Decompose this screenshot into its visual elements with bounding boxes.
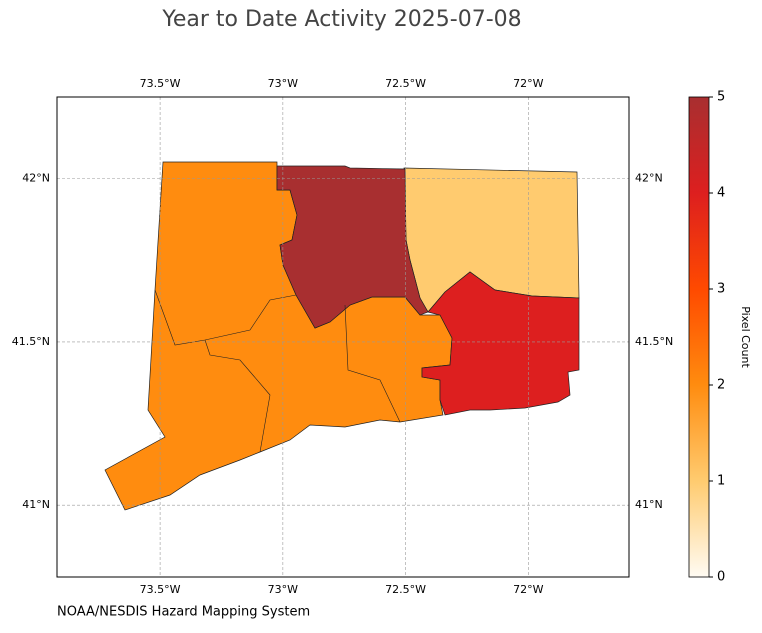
y-tick-label-right: 41.5°N xyxy=(635,335,673,348)
colorbar-tick-label: 4 xyxy=(717,186,725,201)
colorbar-tick-label: 0 xyxy=(717,570,725,585)
x-tick-label-top: 73.5°W xyxy=(140,77,181,90)
x-tick-label-bottom: 73.5°W xyxy=(140,583,181,596)
colorbar-label: Pixel Count xyxy=(739,306,752,368)
x-tick-label-bottom: 73°W xyxy=(268,583,298,596)
y-tick-label-left: 42°N xyxy=(22,172,50,185)
grid: 73.5°W 73.5°W 73°W 73°W 72.5°W 72.5°W 72°W 72°W… xyxy=(12,77,673,596)
title: Year to Date Activity 2025-07-08 xyxy=(161,7,521,32)
x-tick-label-bottom: 72°W xyxy=(513,583,543,596)
colorbar-tick-label: 2 xyxy=(717,378,725,393)
y-tick-label-left: 41.5°N xyxy=(12,335,50,348)
y-tick-label-right: 42°N xyxy=(635,172,663,185)
regions xyxy=(104,161,580,511)
x-tick-label-top: 72°W xyxy=(513,77,543,90)
x-tick-label-top: 72.5°W xyxy=(385,77,426,90)
y-tick-label-right: 41°N xyxy=(635,498,663,511)
colorbar-tick-label: 1 xyxy=(717,474,725,489)
credit: NOAA/NESDIS Hazard Mapping System xyxy=(57,605,310,620)
map-frame xyxy=(56,96,630,578)
county-border xyxy=(154,289,401,453)
x-tick-label-bottom: 72.5°W xyxy=(385,583,426,596)
region xyxy=(421,271,580,416)
y-tick-label-left: 41°N xyxy=(22,498,50,511)
colorbar-tick-label: 3 xyxy=(717,282,725,297)
x-tick-label-top: 73°W xyxy=(268,77,298,90)
colorbar-tick-label: 5 xyxy=(717,90,725,105)
colorbar xyxy=(688,96,710,578)
